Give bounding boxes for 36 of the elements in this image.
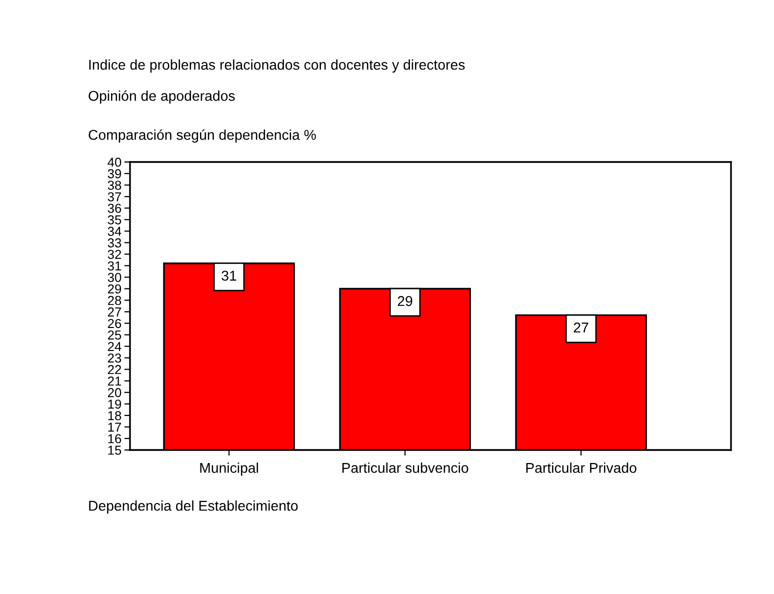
y-tick-label: 33 [108,238,122,248]
data-label: 29 [398,296,412,306]
y-tick-label: 25 [108,330,122,340]
y-tick-label: 29 [108,284,122,294]
y-tick-label: 20 [108,388,122,398]
x-tick-label: Particular Privado [526,462,636,473]
y-tick-label: 36 [108,204,122,213]
y-tick-label: 27 [108,307,122,316]
y-tick-label: 40 [108,158,122,167]
y-tick-label: 38 [108,180,122,190]
chart-subtitle: Opinión de apoderados [88,90,235,104]
y-tick-label: 17 [108,422,122,432]
y-tick-label: 23 [108,354,122,363]
y-axis-title: Comparación según dependencia % [88,129,316,143]
y-tick-label: 19 [108,400,122,409]
chart-title: Indice de problemas relacionados con docentes y directores [89,59,465,73]
y-tick-label: 28 [108,296,122,306]
y-tick-label: 15 [108,446,122,455]
y-tick-label: 30 [108,272,122,282]
y-tick-label: 31 [108,261,122,270]
y-tick-label: 35 [108,215,122,224]
y-tick-label: 24 [108,342,122,351]
y-tick-label: 21 [108,376,122,386]
x-tick-label: Municipal [200,462,258,476]
x-tick-label: Particular subvencio [342,462,468,473]
data-label: 31 [222,270,236,281]
y-tick-label: 16 [108,434,122,444]
y-tick-label: 39 [108,169,122,178]
y-tick-label: 18 [108,411,122,420]
y-tick-label: 37 [108,192,122,202]
y-tick-label: 34 [108,226,122,236]
data-label: 27 [574,322,588,332]
y-tick-label: 22 [108,365,122,374]
y-tick-label: 26 [108,318,122,328]
x-axis-title: Dependencia del Establecimiento [89,500,298,514]
y-tick-label: 32 [108,250,122,259]
